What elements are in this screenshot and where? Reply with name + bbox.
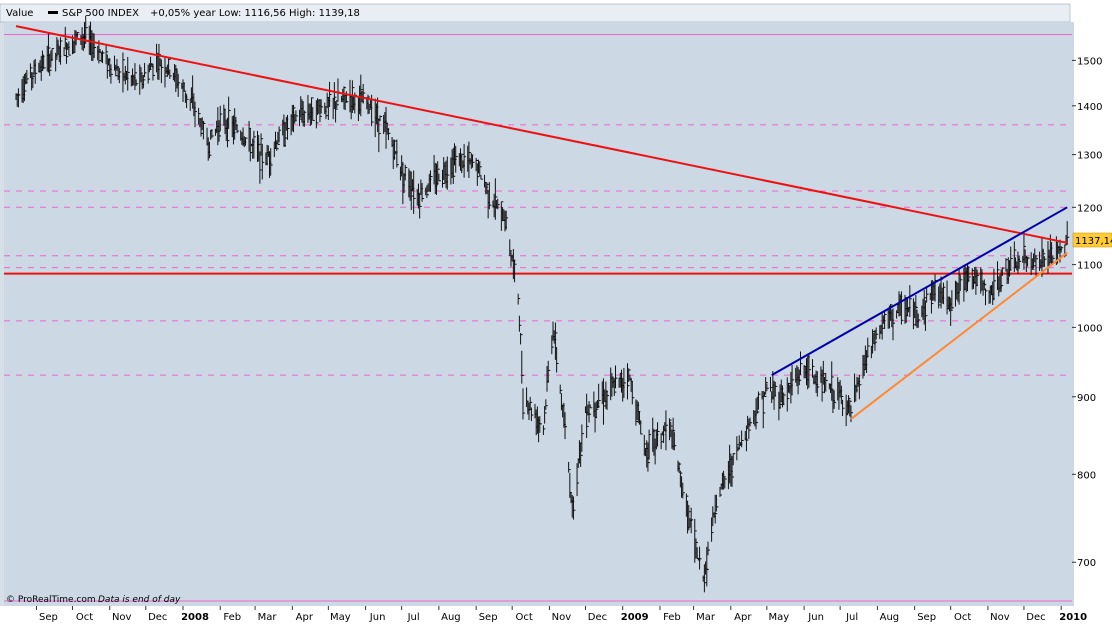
data-note: Data is end of day (98, 595, 181, 605)
trendline-blue (771, 206, 1068, 377)
x-tick-label: 2009 (621, 612, 649, 623)
y-tick-label: 1500 (1077, 56, 1102, 67)
x-tick-label: Dec (588, 612, 607, 623)
y-tick-label: 900 (1077, 393, 1096, 404)
source-label: © ProRealTime.com (6, 595, 96, 605)
x-tick-label: Mar (696, 612, 716, 623)
y-tick-label: 700 (1077, 558, 1096, 569)
x-tick-label: Aug (441, 612, 461, 623)
y-tick-label: 1300 (1077, 151, 1102, 162)
x-tick-label: Nov (552, 612, 572, 623)
y-tick-label: 1400 (1077, 102, 1102, 113)
x-tick-label: Sep (39, 612, 58, 623)
series-stats: +0,05% year Low: 1116,56 High: 1139,18 (150, 8, 360, 19)
value-label: Value (6, 8, 33, 19)
x-tick-label: Oct (954, 612, 971, 623)
current-price-badge: 1137,14 (1072, 232, 1112, 248)
x-tick-label: Apr (734, 612, 752, 623)
y-tick-label: 1000 (1077, 323, 1102, 334)
y-tick-label: 1200 (1077, 203, 1102, 214)
x-tick-label: Dec (1026, 612, 1045, 623)
x-axis-panel (0, 606, 1112, 625)
y-axis: 700 800 900 1000 1100 1200 1300 1400 1500 (1072, 56, 1102, 569)
current-price-label: 1137,14 (1075, 236, 1112, 247)
x-tick-label: May (769, 612, 790, 623)
x-tick-label: Oct (76, 612, 93, 623)
x-tick-label: Sep (917, 612, 936, 623)
x-tick-label: Nov (112, 612, 132, 623)
x-tick-label: Feb (223, 612, 241, 623)
trendlines (15, 25, 1068, 420)
y-axis-panel (1074, 22, 1112, 606)
x-tick-label: Jun (369, 612, 386, 623)
x-tick-label: Jul (407, 612, 420, 623)
x-tick-label: Jun (807, 612, 824, 623)
x-tick-label: Oct (516, 612, 533, 623)
x-tick-label: Dec (148, 612, 167, 623)
x-tick-label: 2008 (181, 612, 209, 623)
series-swatch (48, 11, 58, 14)
trendline-red (15, 25, 1068, 244)
x-tick-label: Aug (880, 612, 900, 623)
x-tick-label: Sep (479, 612, 498, 623)
trendline-orange (850, 251, 1068, 420)
x-tick-label: Nov (990, 612, 1010, 623)
x-tick-label: May (330, 612, 351, 623)
y-tick-label: 1100 (1077, 261, 1102, 272)
x-tick-label: Feb (663, 612, 681, 623)
y-tick-label: 800 (1077, 470, 1096, 481)
x-tick-label: 2010 (1059, 612, 1087, 623)
plot-area (4, 22, 1074, 606)
x-tick-label: Jul (845, 612, 858, 623)
x-axis: Sep Oct Nov Dec 2008 Feb Mar Apr May Jun Jul Aug Sep… (35, 606, 1087, 623)
x-tick-label: Mar (258, 612, 278, 623)
x-tick-label: Apr (296, 612, 314, 623)
series-name: S&P 500 INDEX (62, 8, 139, 19)
